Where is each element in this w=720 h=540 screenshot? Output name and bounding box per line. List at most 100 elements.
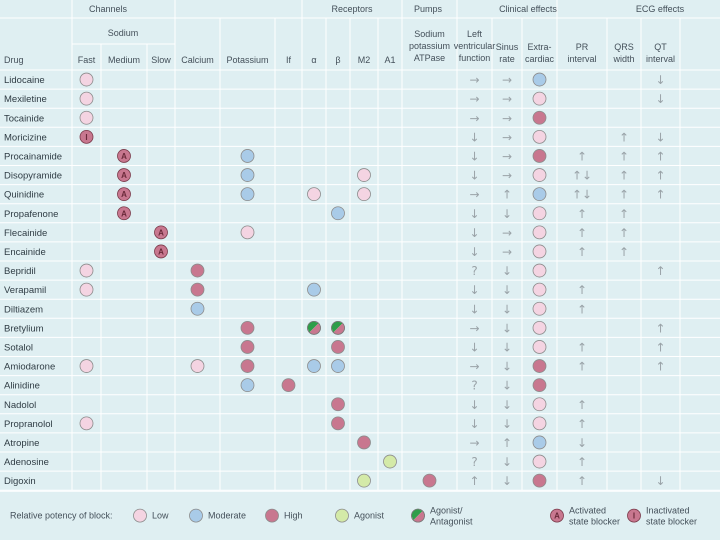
marker-circle bbox=[627, 508, 641, 523]
potency-marker-L bbox=[532, 282, 547, 297]
column-header-a1: A1 bbox=[384, 55, 395, 65]
effect-arrow: ↑ bbox=[577, 149, 587, 163]
effect-arrow: ↓ bbox=[502, 321, 512, 335]
column-header-slow: Slow bbox=[151, 55, 171, 65]
marker-circle bbox=[79, 72, 94, 87]
effect-arrow: ↓ bbox=[655, 130, 665, 144]
drug-name: Flecainide bbox=[4, 228, 47, 239]
effect-arrow: ↑ bbox=[655, 321, 665, 335]
table-row: Procainamide A ↓ → ↑ ↑ ↑ bbox=[4, 149, 666, 163]
legend-item: Low bbox=[133, 508, 169, 523]
effect-arrow: ↓ bbox=[469, 149, 479, 163]
effect-arrow: ↓ bbox=[655, 92, 665, 106]
drug-name: Amiodarone bbox=[4, 362, 55, 373]
marker-circle bbox=[117, 187, 131, 202]
potency-marker-L bbox=[532, 416, 547, 431]
marker-circle bbox=[240, 359, 255, 373]
potency-marker-S bbox=[307, 320, 321, 335]
potency-marker-G bbox=[335, 508, 349, 523]
table-row: Tocainide → → bbox=[4, 110, 547, 125]
potency-marker-H bbox=[331, 416, 345, 431]
marker-antagonist-half bbox=[333, 323, 345, 335]
potency-marker-L bbox=[532, 91, 547, 106]
table-row: Digoxin ↑ ↓ ↑ ↓ bbox=[4, 473, 666, 488]
effect-arrow: ↓ bbox=[469, 417, 479, 431]
marker-outline bbox=[307, 320, 321, 335]
potency-marker-M bbox=[240, 378, 255, 393]
marker-circle bbox=[532, 206, 547, 221]
effect-arrow: ↓ bbox=[577, 436, 587, 450]
potency-marker-M bbox=[532, 187, 547, 202]
effect-arrow: ↓ bbox=[502, 283, 512, 297]
effect-arrow: ↑ bbox=[619, 226, 629, 240]
drug-name: Propranolol bbox=[4, 419, 53, 430]
marker-circle bbox=[357, 187, 371, 202]
column-header-qt: QT bbox=[654, 42, 667, 52]
potency-marker-H bbox=[532, 378, 547, 393]
table-row: Quinidine A → ↑ ↑↓ ↑ ↑ bbox=[4, 187, 666, 202]
effect-arrow: → bbox=[502, 169, 512, 183]
column-header-pump: Sodium bbox=[414, 29, 445, 39]
effect-arrow: ↑ bbox=[577, 207, 587, 221]
marker-letter: A bbox=[158, 247, 164, 256]
table-row: Disopyramide A ↓ → ↑↓ ↑ ↑ bbox=[4, 168, 666, 183]
marker-circle bbox=[190, 359, 205, 373]
potency-marker-H bbox=[532, 359, 547, 373]
effect-arrow: ? bbox=[471, 455, 477, 469]
marker-circle bbox=[307, 187, 321, 202]
potency-marker-G bbox=[357, 473, 371, 488]
effect-arrow: ↑ bbox=[619, 169, 629, 183]
marker-letter: A bbox=[121, 152, 127, 161]
drug-name: Sotalol bbox=[4, 342, 33, 353]
potency-marker-L bbox=[240, 225, 255, 240]
potency-marker-L bbox=[79, 110, 94, 125]
marker-circle bbox=[79, 416, 94, 431]
potency-marker-H bbox=[265, 508, 279, 523]
legend-label: Antagonist bbox=[430, 517, 473, 527]
column-header-extra: Extra- bbox=[527, 42, 551, 52]
table-row: Mexiletine → → ↓ bbox=[4, 91, 666, 106]
column-header-qrs: QRS bbox=[614, 42, 634, 52]
marker-circle bbox=[532, 473, 547, 488]
column-header-extra: cardiac bbox=[525, 54, 555, 64]
effect-arrow: ↓ bbox=[469, 302, 479, 316]
marker-circle bbox=[532, 282, 547, 297]
effect-arrow: ↑ bbox=[577, 302, 587, 316]
marker-circle bbox=[532, 359, 547, 373]
marker-circle bbox=[331, 416, 345, 431]
column-header-m2: M2 bbox=[358, 55, 371, 65]
table-row: Alinidine? ↓ bbox=[4, 378, 547, 393]
marker-outline bbox=[331, 320, 345, 335]
effect-arrow: ↑ bbox=[502, 436, 512, 450]
table-row: Propafenone A ↓ ↓ ↑ ↑ bbox=[4, 206, 629, 221]
drug-name: Bretylium bbox=[4, 323, 44, 334]
table-row: Verapamil ↓ ↓ ↑ bbox=[4, 282, 587, 297]
marker-circle bbox=[79, 263, 94, 278]
group-header: ECG effects bbox=[636, 4, 685, 14]
potency-marker-H bbox=[240, 320, 255, 335]
effect-arrow: → bbox=[502, 149, 512, 163]
potency-marker-L bbox=[532, 263, 547, 278]
marker-circle bbox=[532, 244, 547, 259]
marker-circle bbox=[422, 473, 437, 488]
marker-circle bbox=[79, 110, 94, 125]
potency-marker-L bbox=[79, 359, 94, 373]
marker-circle bbox=[331, 359, 345, 373]
potency-marker-L bbox=[133, 508, 147, 523]
marker-circle bbox=[532, 91, 547, 106]
potency-marker-H bbox=[240, 359, 255, 373]
potency-marker-H bbox=[422, 473, 437, 488]
marker-agonist-half bbox=[411, 509, 423, 521]
marker-circle bbox=[240, 149, 255, 163]
table-row: Bretylium → ↓ ↑ bbox=[4, 320, 666, 335]
column-header-pr: interval bbox=[567, 54, 596, 64]
marker-circle bbox=[550, 508, 564, 523]
marker-circle bbox=[532, 225, 547, 240]
potency-marker-I: I bbox=[79, 129, 94, 144]
effect-arrow: ↓ bbox=[502, 264, 512, 278]
potency-marker-L bbox=[532, 225, 547, 240]
effect-arrow: ↓ bbox=[469, 226, 479, 240]
potency-marker-L bbox=[357, 168, 371, 182]
marker-circle bbox=[154, 244, 168, 259]
